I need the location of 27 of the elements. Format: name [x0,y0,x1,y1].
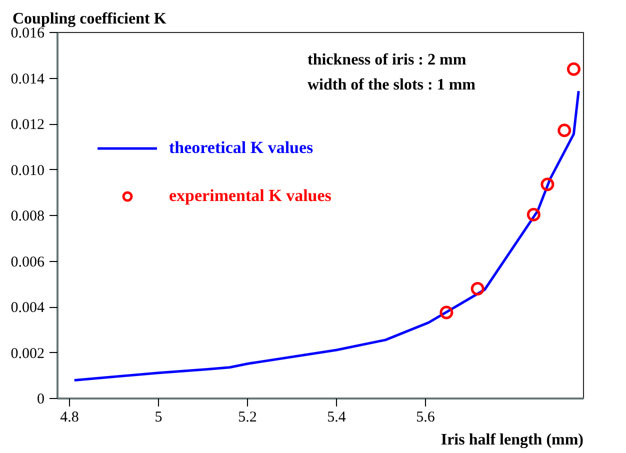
annotation: width of the slots : 1 mm [308,76,476,94]
x-tick-label: 5.2 [238,410,257,426]
point [526,208,540,222]
y-tick-label: 0.002 [10,346,44,362]
y-tick-label: 0.012 [10,117,44,133]
point [470,282,484,296]
x-tick-label: 5.6 [416,410,436,426]
y-tick-label: 0.010 [10,162,44,179]
point [566,62,580,76]
y-tick-label: 0.016 [10,26,45,42]
annotation: thickness of iris : 2 mm [308,52,467,68]
y-tick-label: 0.004 [10,300,45,316]
x-tick-label: 5.4 [327,410,346,426]
point [558,124,572,138]
point [540,178,554,192]
y-tick-label: 0.008 [10,208,44,224]
point [440,306,454,320]
y-tick-label: 0.014 [10,71,45,88]
legend-label: experimental K values [169,186,332,206]
x-tick-label: 4.8 [60,410,79,426]
x-tick-label: 5 [154,410,162,426]
y-axis-title: Coupling coefficient K [12,10,167,28]
x-axis-title: Iris half length (mm) [440,432,584,448]
legend-label: theoretical K values [169,138,314,158]
y-tick-label: 0.006 [10,254,45,270]
y-tick-label: 0 [37,392,44,408]
line-series [73,90,580,382]
